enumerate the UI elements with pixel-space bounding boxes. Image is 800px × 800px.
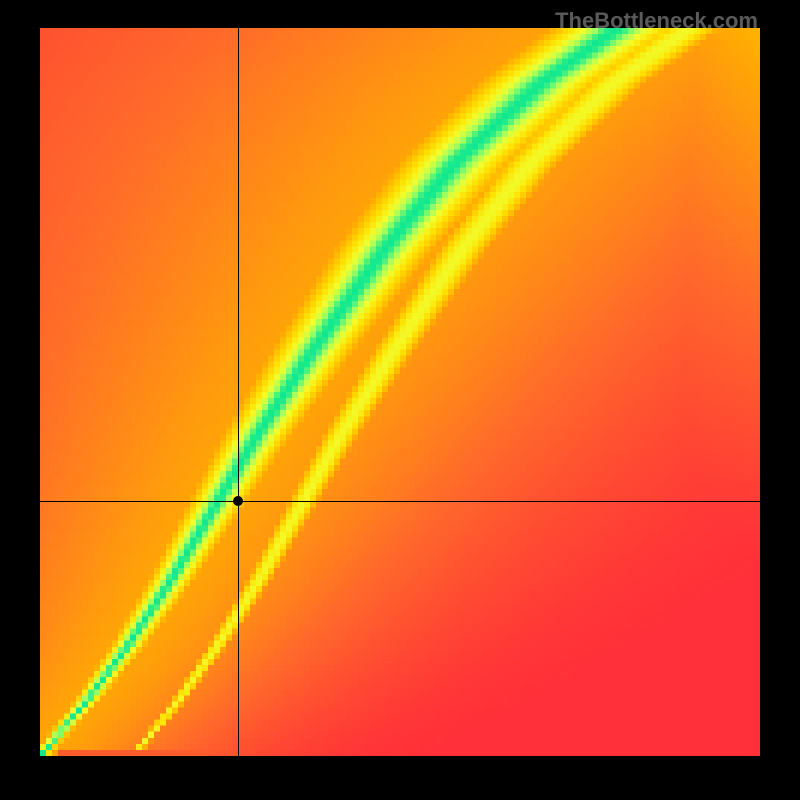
- crosshair-horizontal: [40, 501, 760, 502]
- watermark-text: TheBottleneck.com: [555, 8, 758, 34]
- marker-dot: [233, 496, 243, 506]
- crosshair-vertical: [238, 28, 239, 756]
- heatmap-plot: [40, 28, 760, 756]
- heatmap-canvas: [40, 28, 760, 756]
